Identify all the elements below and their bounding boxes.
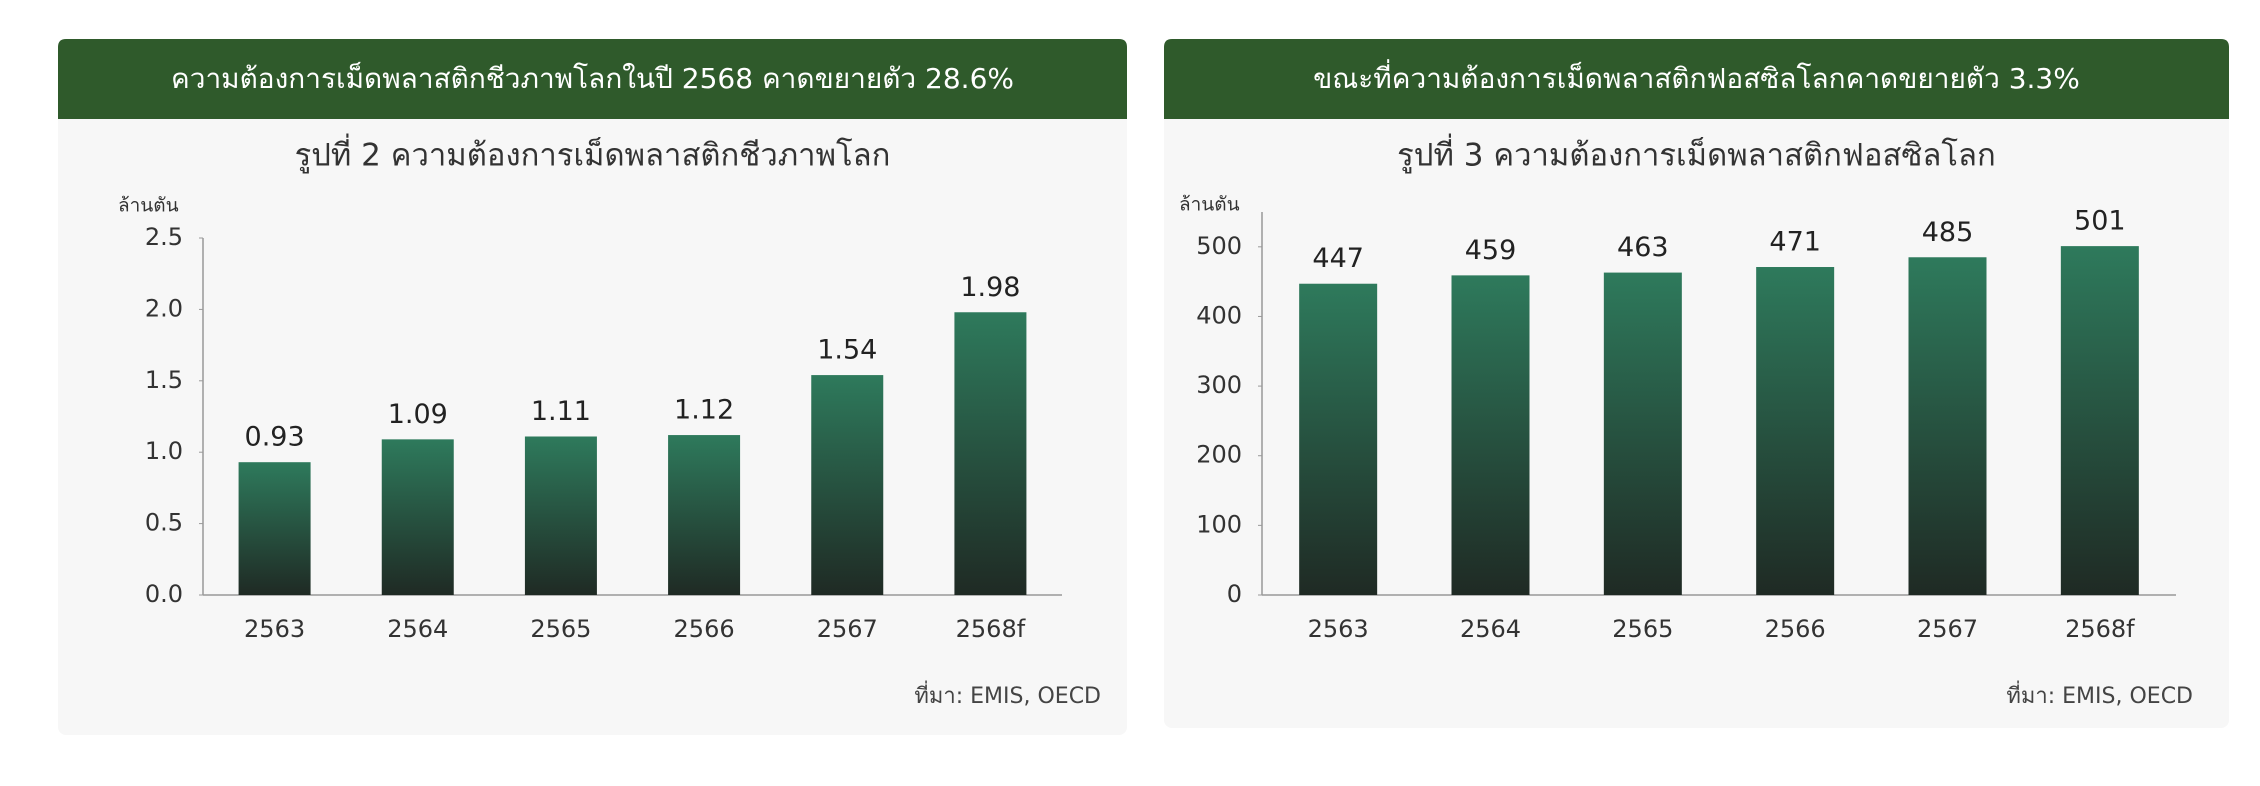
bar <box>2060 246 2139 595</box>
header-banner <box>1164 39 2229 119</box>
chart-title: รูปที่ 2 ความต้องการเม็ดพลาสติกชีวภาพโลก <box>295 134 891 174</box>
value-label: 485 <box>1922 217 1974 248</box>
value-label: 447 <box>1312 243 1364 274</box>
header-banner <box>58 39 1127 119</box>
value-label: 1.98 <box>960 272 1020 303</box>
y-tick-label: 2.0 <box>145 294 183 322</box>
y-tick-label: 0 <box>1227 580 1242 608</box>
y-tick-label: 0.0 <box>145 580 183 608</box>
x-tick-label: 2567 <box>1917 615 1978 643</box>
y-tick-label: 2.5 <box>145 223 183 251</box>
y-axis-unit: ล้านตัน <box>118 195 179 217</box>
source-note: ที่มา: EMIS, OECD <box>2006 680 2193 709</box>
x-tick-label: 2563 <box>244 615 305 643</box>
value-label: 1.09 <box>388 399 448 430</box>
value-label: 471 <box>1769 227 1821 258</box>
value-label: 0.93 <box>245 422 305 453</box>
y-tick-label: 100 <box>1196 510 1242 538</box>
x-tick-label: 2567 <box>817 615 878 643</box>
bar <box>524 436 597 595</box>
bar <box>1756 267 1835 595</box>
y-tick-label: 200 <box>1196 441 1242 469</box>
value-label: 1.11 <box>531 396 591 427</box>
bar <box>238 462 311 595</box>
value-label: 459 <box>1465 235 1517 266</box>
y-tick-label: 0.5 <box>145 509 183 537</box>
x-tick-label: 2566 <box>674 615 735 643</box>
y-tick-label: 500 <box>1196 232 1242 260</box>
bar <box>381 439 454 595</box>
bar <box>668 435 741 595</box>
bar <box>1603 272 1682 595</box>
x-tick-label: 2565 <box>1612 615 1673 643</box>
x-tick-label: 2565 <box>530 615 591 643</box>
x-tick-label: 2566 <box>1765 615 1826 643</box>
x-tick-label: 2563 <box>1308 615 1369 643</box>
y-tick-label: 1.0 <box>145 437 183 465</box>
value-label: 1.54 <box>817 335 877 366</box>
value-label: 1.12 <box>674 395 734 426</box>
bar <box>954 312 1027 595</box>
y-tick-label: 400 <box>1196 301 1242 329</box>
bar <box>1908 257 1987 595</box>
value-label: 463 <box>1617 232 1669 263</box>
bar <box>811 375 884 595</box>
x-tick-label: 2568f <box>2065 615 2135 643</box>
y-axis-unit: ล้านตัน <box>1179 194 1240 216</box>
header-text: ความต้องการเม็ดพลาสติกชีวภาพโลกในปี 2568… <box>171 61 1014 95</box>
y-tick-label: 300 <box>1196 371 1242 399</box>
bar <box>1451 275 1530 595</box>
bar <box>1299 283 1378 595</box>
y-tick-label: 1.5 <box>145 366 183 394</box>
value-label: 501 <box>2074 206 2126 237</box>
header-text: ขณะที่ความต้องการเม็ดพลาสติกฟอสซิลโลกคาด… <box>1313 59 2080 95</box>
x-tick-label: 2564 <box>387 615 448 643</box>
x-tick-label: 2568f <box>956 615 1026 643</box>
source-note: ที่มา: EMIS, OECD <box>914 680 1101 709</box>
chart-title: รูปที่ 3 ความต้องการเม็ดพลาสติกฟอสซิลโลก <box>1397 134 1996 174</box>
x-tick-label: 2564 <box>1460 615 1521 643</box>
